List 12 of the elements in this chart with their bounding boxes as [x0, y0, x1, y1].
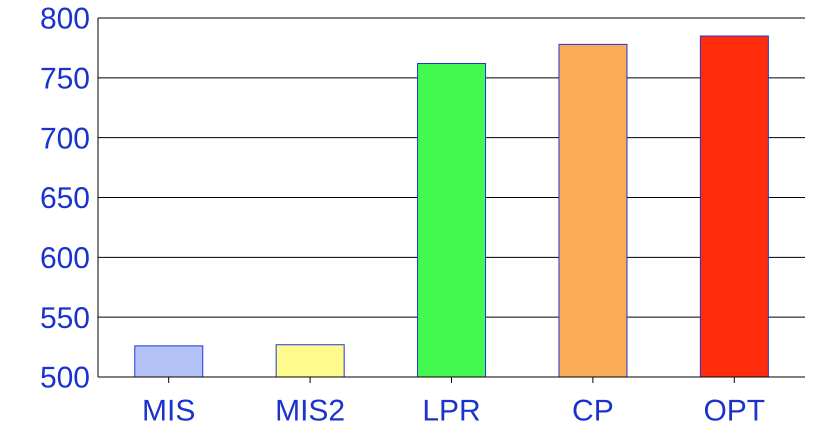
x-tick-label: MIS2 [275, 394, 346, 428]
x-tick-label: LPR [422, 394, 481, 428]
x-tick-label: OPT [703, 394, 766, 428]
x-tick-label: MIS [142, 394, 196, 428]
y-tick-label: 550 [40, 302, 90, 335]
y-tick-label: 500 [40, 362, 90, 395]
y-tick-label: 800 [40, 2, 90, 36]
y-tick-label: 650 [40, 182, 90, 216]
x-tick-label: CP [572, 394, 614, 428]
y-tick-label: 750 [40, 62, 90, 96]
y-tick-label: 600 [40, 242, 90, 275]
y-tick-label: 700 [40, 122, 90, 156]
